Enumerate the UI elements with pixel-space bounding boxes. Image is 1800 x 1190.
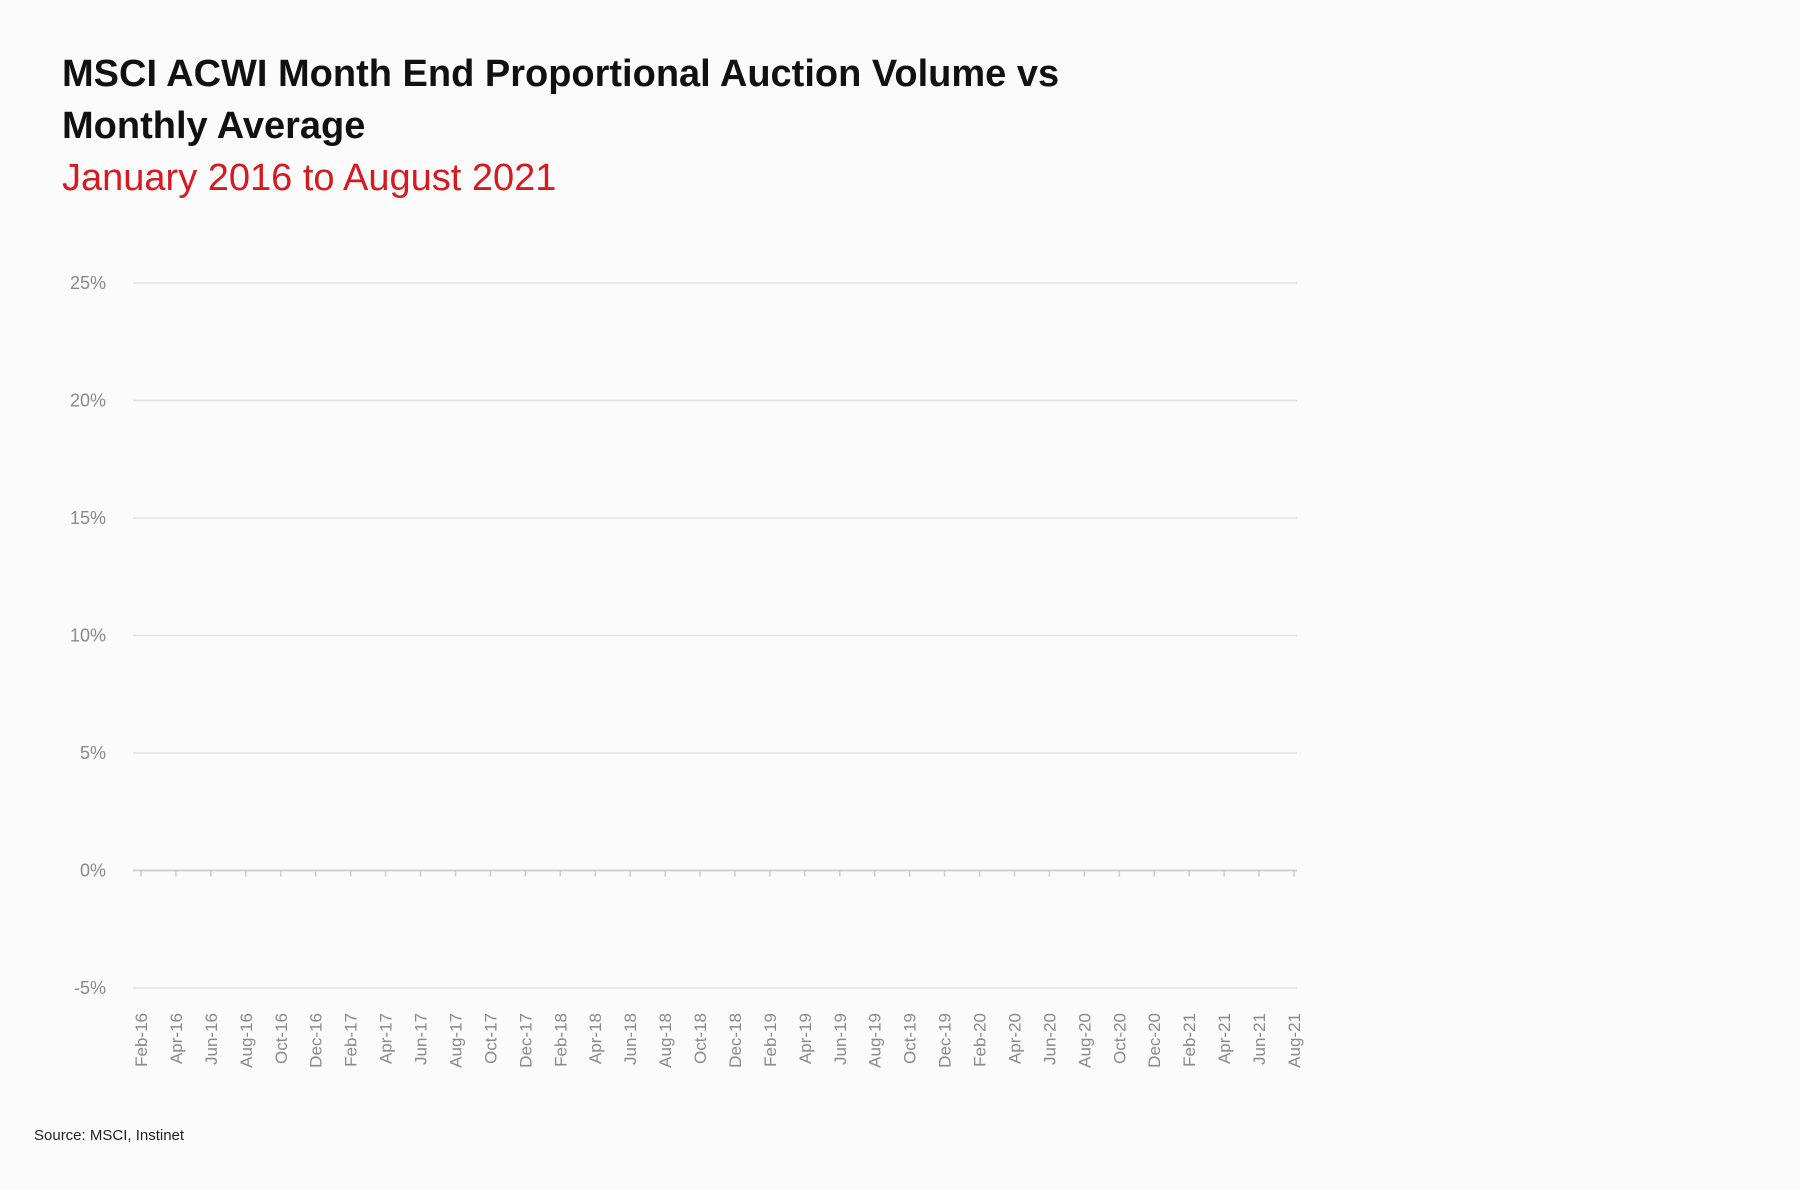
y-tick-label: 10%: [70, 626, 106, 646]
x-tick-label: Aug-17: [446, 1013, 465, 1068]
x-tick-label: Jun-16: [202, 1013, 221, 1065]
x-tick-label: Jun-18: [621, 1013, 640, 1065]
x-tick-label: Apr-16: [167, 1013, 186, 1064]
y-tick-label: 15%: [70, 508, 106, 528]
y-tick-label: 20%: [70, 391, 106, 411]
y-tick-label: 5%: [80, 743, 106, 763]
x-tick-label: Feb-18: [551, 1013, 570, 1067]
x-tick-label: Oct-19: [901, 1013, 920, 1064]
x-tick-label: Feb-19: [761, 1013, 780, 1067]
x-tick-label: Apr-17: [377, 1013, 396, 1064]
x-tick-label: Oct-17: [481, 1013, 500, 1064]
x-tick-label: Feb-20: [971, 1013, 990, 1067]
x-tick-label: Apr-18: [586, 1013, 605, 1064]
x-tick-label: Jun-17: [412, 1013, 431, 1065]
x-tick-label: Jun-21: [1250, 1013, 1269, 1065]
x-tick-label: Apr-19: [796, 1013, 815, 1064]
chart-subtitle: January 2016 to August 2021: [62, 157, 557, 199]
x-tick-label: Aug-19: [866, 1013, 885, 1068]
x-tick-label: Oct-20: [1110, 1013, 1129, 1064]
source-note: Source: MSCI, Instinet: [34, 1127, 185, 1144]
x-tick-label: Feb-21: [1180, 1013, 1199, 1067]
x-tick-label: Jun-20: [1040, 1013, 1059, 1065]
y-axis-labels: 25% 20% 15% 10% 5% 0% -5%: [70, 273, 106, 998]
x-tick-label: Aug-16: [237, 1013, 256, 1068]
x-tick-label: Aug-18: [656, 1013, 675, 1068]
x-tick-label: Oct-16: [272, 1013, 291, 1064]
x-tick-label: Aug-21: [1285, 1013, 1304, 1068]
x-tick-label: Feb-16: [132, 1013, 151, 1067]
x-axis-ticks: [140, 870, 1295, 877]
chart-title: MSCI ACWI Month End Proportional Auction…: [62, 53, 1060, 147]
x-tick-label: Dec-20: [1145, 1013, 1164, 1068]
y-tick-label: -5%: [74, 978, 106, 998]
x-tick-label: Jun-19: [831, 1013, 850, 1065]
x-tick-label: Dec-18: [726, 1013, 745, 1068]
y-gridlines: [133, 282, 1297, 989]
x-tick-label: Dec-17: [516, 1013, 535, 1068]
x-tick-label: Apr-21: [1215, 1013, 1234, 1064]
y-tick-label: 0%: [80, 861, 106, 881]
x-tick-label: Oct-18: [691, 1013, 710, 1064]
x-tick-label: Dec-16: [307, 1013, 326, 1068]
x-tick-label: Dec-19: [936, 1013, 955, 1068]
x-axis-labels: Feb-16 Apr-16 Jun-16 Aug-16 Oct-16 Dec-16 Feb-…: [132, 1013, 1304, 1068]
x-tick-label: Aug-20: [1075, 1013, 1094, 1068]
x-tick-label: Feb-17: [342, 1013, 361, 1067]
y-tick-label: 25%: [70, 273, 106, 293]
x-tick-label: Apr-20: [1005, 1013, 1024, 1064]
